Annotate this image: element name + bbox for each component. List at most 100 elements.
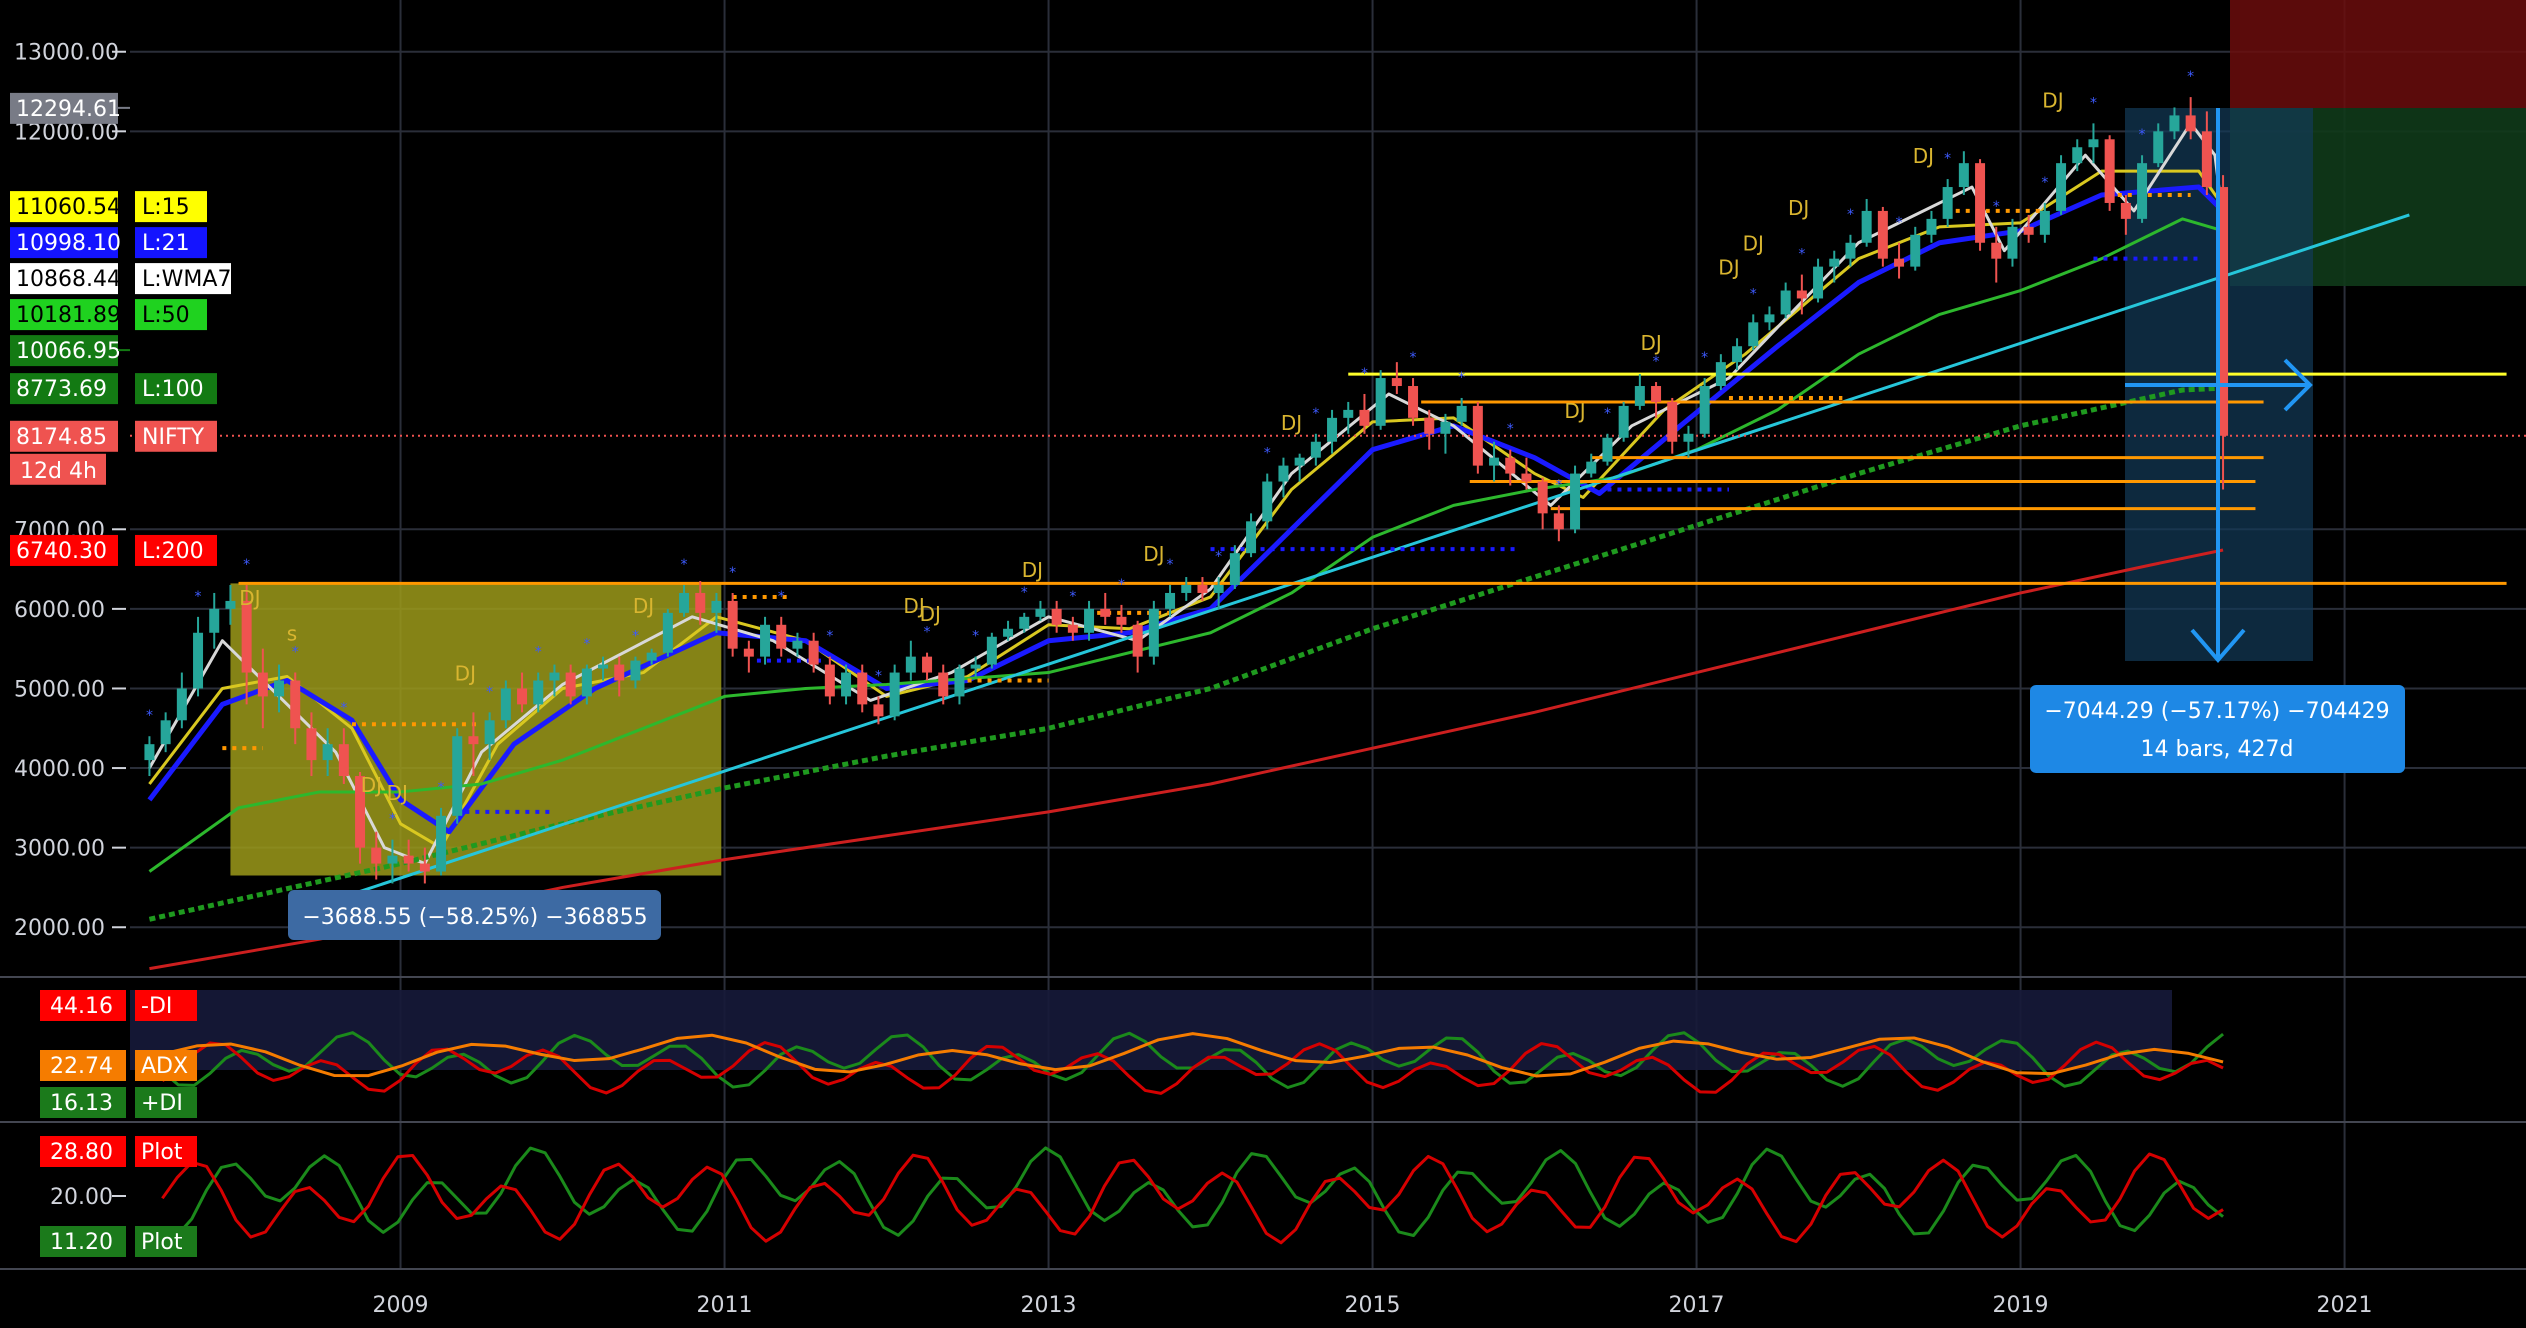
candle[interactable] <box>500 680 511 729</box>
candle[interactable] <box>1391 362 1402 394</box>
candle[interactable] <box>1894 242 1905 279</box>
candle[interactable] <box>209 592 220 649</box>
candle[interactable] <box>338 728 349 784</box>
candle[interactable] <box>1651 382 1662 418</box>
price-tag[interactable]: 12294.61 <box>10 92 130 124</box>
candle[interactable] <box>1213 577 1224 609</box>
candle[interactable] <box>1602 433 1613 466</box>
candle[interactable] <box>2104 135 2115 211</box>
measure-lower-box[interactable] <box>288 890 661 940</box>
candle[interactable] <box>2023 214 2034 243</box>
candles[interactable]: * * * * * * * * * * * * * * * * * * * * * * * * * * * * * * * * * * * * * * * *… <box>144 69 2229 884</box>
candle[interactable] <box>225 585 236 625</box>
candle[interactable] <box>1262 473 1273 530</box>
candle[interactable] <box>679 585 690 617</box>
candle[interactable] <box>1586 453 1597 478</box>
candle[interactable] <box>1732 338 1743 371</box>
candle[interactable] <box>1456 397 1467 426</box>
candle[interactable] <box>986 632 997 669</box>
candle[interactable] <box>760 616 771 665</box>
candle[interactable] <box>614 656 625 697</box>
candle[interactable] <box>2007 218 2018 267</box>
candle[interactable] <box>1181 577 1192 601</box>
candle[interactable] <box>841 664 852 705</box>
candle[interactable] <box>1537 477 1548 530</box>
candle[interactable] <box>1067 616 1078 641</box>
candle[interactable] <box>2088 123 2099 164</box>
price-tag[interactable]: 10868.44 L:WMA7 <box>10 263 231 295</box>
price-tag[interactable]: 8174.85 NIFTY <box>10 420 217 452</box>
candle[interactable] <box>387 839 398 884</box>
candle[interactable] <box>1958 151 1969 195</box>
price-tag[interactable]: 8773.69 L:100 <box>10 373 217 405</box>
candle[interactable] <box>306 712 317 777</box>
price-tag[interactable]: 6740.30 L:200 <box>10 534 217 566</box>
candle[interactable] <box>468 712 479 777</box>
measure-upper-box[interactable] <box>2030 685 2405 773</box>
candle[interactable] <box>598 656 609 681</box>
candle[interactable] <box>1003 620 1014 641</box>
candle[interactable] <box>630 656 641 689</box>
candle[interactable] <box>743 640 754 673</box>
candle[interactable] <box>1051 600 1062 633</box>
candle[interactable] <box>452 728 463 824</box>
dmi-tag[interactable]: 16.13 +DI <box>40 1087 197 1118</box>
candle[interactable] <box>1472 401 1483 474</box>
candle[interactable] <box>1861 198 1872 247</box>
candle[interactable] <box>1343 401 1354 434</box>
candle[interactable] <box>1148 600 1159 665</box>
candle[interactable] <box>2137 155 2148 223</box>
candle[interactable] <box>1699 378 1710 438</box>
candle[interactable] <box>1116 604 1127 633</box>
candle[interactable] <box>419 847 430 884</box>
candle[interactable] <box>1553 505 1564 542</box>
candle[interactable] <box>1489 441 1500 482</box>
candle[interactable] <box>1683 425 1694 458</box>
candle[interactable] <box>1618 401 1629 442</box>
candle[interactable] <box>257 648 268 729</box>
candle[interactable] <box>1310 433 1321 466</box>
candle[interactable] <box>2185 97 2196 140</box>
candle[interactable] <box>824 656 835 705</box>
candle[interactable] <box>1715 354 1726 390</box>
candle[interactable] <box>1796 274 1807 315</box>
candle[interactable] <box>436 807 447 876</box>
candle[interactable] <box>160 712 171 753</box>
measure-tools[interactable]: −3688.55 (−58.25%) −368855 −7044.29 (−57.… <box>288 108 2405 940</box>
candle[interactable] <box>2072 139 2083 172</box>
candle[interactable] <box>1813 258 1824 303</box>
candle[interactable] <box>1359 393 1370 434</box>
candle[interactable] <box>808 632 819 673</box>
candle[interactable] <box>274 664 285 713</box>
candle[interactable] <box>517 672 528 713</box>
candle[interactable] <box>954 664 965 705</box>
plot-tag[interactable]: 11.20 Plot <box>40 1226 197 1257</box>
candle[interactable] <box>1019 612 1030 633</box>
candle[interactable] <box>2039 202 2050 243</box>
candle[interactable] <box>1910 226 1921 271</box>
price-tag[interactable]: 10181.89 L:50 <box>10 299 207 331</box>
candle[interactable] <box>922 652 933 681</box>
candle[interactable] <box>662 608 673 657</box>
candle[interactable] <box>938 664 949 705</box>
candle[interactable] <box>646 648 657 665</box>
candle[interactable] <box>1229 545 1240 589</box>
candle[interactable] <box>1327 409 1338 454</box>
candle[interactable] <box>1845 234 1856 267</box>
plot-tag[interactable]: 28.80 Plot <box>40 1136 197 1167</box>
candle[interactable] <box>873 696 884 725</box>
candle[interactable] <box>1035 600 1046 621</box>
candle[interactable] <box>371 831 382 880</box>
dmi-tag[interactable]: 44.16 -DI <box>40 990 197 1021</box>
candle[interactable] <box>144 736 155 777</box>
candle[interactable] <box>1375 370 1386 430</box>
candle[interactable] <box>1942 179 1953 227</box>
candle[interactable] <box>1165 585 1176 617</box>
candle[interactable] <box>792 632 803 657</box>
candle[interactable] <box>1521 457 1532 490</box>
price-tag[interactable]: 11060.54 L:15 <box>10 191 207 223</box>
candle[interactable] <box>176 672 187 729</box>
candle[interactable] <box>1084 600 1095 641</box>
candle[interactable] <box>2056 155 2067 215</box>
